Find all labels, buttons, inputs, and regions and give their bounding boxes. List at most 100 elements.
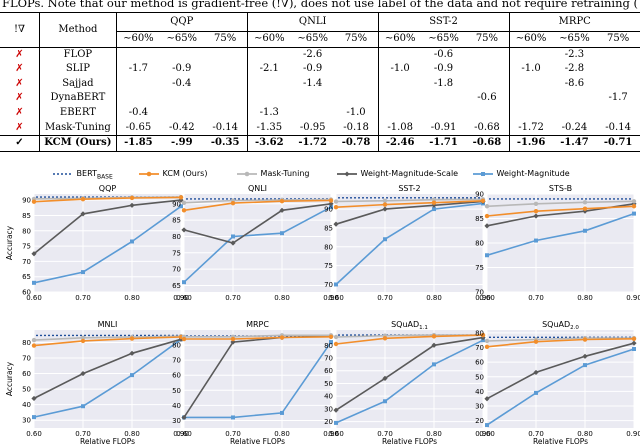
table-cell (422, 91, 466, 106)
y-tick-label: 50 (22, 386, 31, 394)
y-tick-label: 40 (172, 402, 181, 410)
x-tick-label: 0.70 (528, 430, 544, 438)
table-cell (203, 91, 248, 106)
legend-label-bert: BERT (76, 169, 97, 178)
group-header-qqp: QQP (116, 12, 248, 32)
legend-swatch-wms (337, 171, 357, 176)
table-cell (509, 46, 553, 63)
series-line-wms (33, 199, 182, 255)
table-cell (596, 62, 640, 77)
table-cell (160, 91, 204, 106)
table-cell: -0.78 (334, 135, 379, 152)
y-tick-label: 70 (172, 266, 181, 274)
data-point-wm (130, 239, 134, 244)
table-cell (334, 62, 379, 77)
x-tick-label: 0.70 (225, 294, 241, 302)
chart-panel: 20 30 40 50 60 70 80 0.60 0.70 0.80 0.90 SQuAD1.1 Re… (324, 320, 491, 446)
data-point-wm (81, 404, 85, 409)
table-cell (160, 106, 204, 121)
table-cell (465, 46, 510, 63)
data-point-wms (181, 227, 187, 233)
data-point-kcm (484, 213, 490, 219)
data-point-wms (631, 340, 637, 346)
x-tick-label: 0.70 (225, 430, 241, 438)
table-cell (378, 46, 422, 63)
table-cell: -1.85 (116, 135, 160, 152)
data-point-wms (382, 206, 388, 212)
y-tick-label: 70 (475, 344, 484, 352)
data-point-wms (129, 202, 135, 208)
table-row: ✗ SLIP -1.7 -0.9 -2.1 -0.9 -1.0 -0.9 -1.0 -2.8 (0, 62, 640, 77)
legend-item-bert: BERTBASE (52, 168, 113, 181)
data-point-kcm (181, 208, 187, 213)
table-cell: -0.24 (561, 121, 588, 133)
chart-title: MRPC (246, 320, 269, 329)
y-tick-label: 60 (22, 370, 31, 378)
data-point-wms (31, 395, 37, 402)
series-line-mask (183, 198, 332, 204)
subheader-cell: 75% (334, 31, 379, 48)
series-line-kcm (183, 199, 332, 212)
data-point-wm (32, 415, 36, 420)
data-point-kcm (431, 200, 437, 205)
table-cell (203, 105, 248, 121)
y-tick-label: 90 (172, 200, 181, 208)
table-cell: -0.95 (299, 121, 326, 133)
x-tick-label: 0.90 (173, 294, 189, 302)
series-line-mask (486, 337, 634, 342)
x-tick-label: 0.90 (626, 430, 640, 438)
y-tick-label: 85 (22, 212, 31, 220)
data-point-kcm (31, 343, 37, 348)
data-point-wm (32, 280, 36, 285)
y-axis-label: Accuracy (5, 361, 14, 396)
table-cell: -0.35 (203, 135, 248, 152)
data-point-wm (231, 415, 235, 420)
y-tick-label: 20 (324, 418, 333, 426)
data-point-wm (280, 231, 284, 236)
method-name: Mask-Tuning (39, 120, 117, 136)
table-cell: -0.9 (172, 63, 192, 75)
y-tick-label: 30 (324, 405, 333, 413)
data-point-wms (484, 223, 490, 229)
series-line-kcm (33, 336, 182, 347)
data-point-mask (333, 334, 339, 340)
data-point-wms (333, 221, 339, 227)
table-cell: -0.4 (172, 77, 192, 89)
subheader-cell: ∼60% (253, 33, 285, 44)
data-point-kcm (31, 199, 37, 204)
data-point-wms (279, 207, 285, 213)
data-point-kcm (631, 204, 637, 209)
y-tick-label: 40 (475, 388, 484, 396)
chart-panel: 70 75 80 85 90 0.60 0.70 0.80 0.90 SST-2 (324, 184, 491, 302)
y-tick-label: 60 (172, 372, 181, 380)
x-tick-label: 0.70 (75, 294, 91, 302)
y-tick-label: 40 (22, 401, 31, 409)
data-point-wm (632, 211, 636, 216)
x-tick-label: 0.60 (479, 294, 495, 302)
table-cell (116, 46, 160, 63)
y-tick-label: 75 (22, 243, 31, 251)
chart-title-sub: 1.1 (419, 325, 428, 331)
data-point-wms (181, 414, 187, 421)
method-header: Method (39, 12, 117, 48)
chart-title: SQuAD2.0 (542, 320, 579, 331)
x-tick-label: 0.60 (479, 430, 495, 438)
table-cell (159, 46, 204, 63)
x-tick-label: 0.60 (328, 430, 344, 438)
table-cell: -1.0 (390, 63, 410, 75)
chart-panel: 65 70 75 80 85 90 0.60 0.70 0.80 0.90 QNLI (172, 184, 339, 302)
data-point-wm (432, 207, 436, 212)
data-point-kcm (533, 208, 539, 214)
data-point-wm (485, 423, 489, 428)
y-tick-label: 60 (475, 359, 484, 367)
table-cell (596, 77, 640, 92)
data-point-wm (130, 373, 134, 378)
table-cell: -2.46 (378, 135, 422, 152)
method-name: DynaBERT (39, 91, 117, 106)
x-tick-label: 0.60 (26, 430, 42, 438)
plot-area (336, 194, 483, 292)
x-tick-label: 0.80 (274, 294, 290, 302)
data-point-wms (230, 240, 236, 246)
table-cell (334, 76, 379, 92)
series-line-kcm (486, 205, 635, 217)
